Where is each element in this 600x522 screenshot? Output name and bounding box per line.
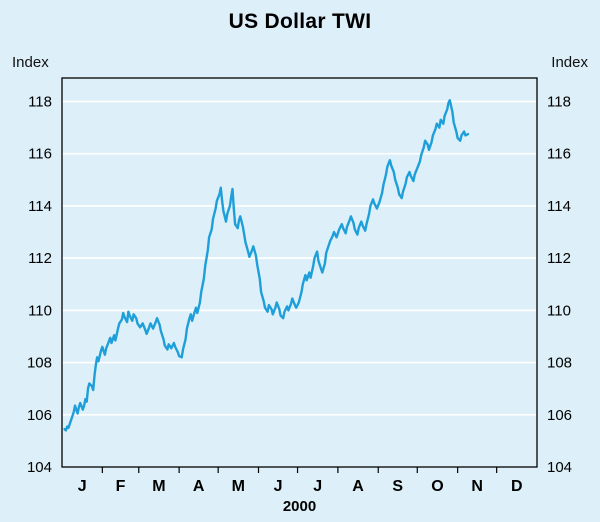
x-month-label: O [431, 478, 443, 495]
y-tick-label-right: 110 [547, 302, 571, 319]
x-month-label: F [116, 478, 126, 495]
x-month-label: N [471, 478, 483, 495]
y-tick-label-left: 108 [27, 355, 52, 372]
y-tick-label-right: 106 [547, 407, 572, 424]
x-month-label: J [78, 478, 87, 495]
y-tick-label-right: 104 [547, 459, 572, 476]
y-tick-label-left: 118 [28, 93, 52, 110]
y-tick-label-right: 118 [547, 93, 571, 110]
chart-title: US Dollar TWI [228, 10, 372, 33]
x-month-label: A [193, 478, 205, 495]
x-month-label: M [232, 478, 245, 495]
y-tick-label-left: 116 [28, 146, 52, 163]
y-tick-label-right: 116 [547, 146, 571, 163]
y-tick-label-right: 114 [547, 198, 571, 215]
x-month-label: D [511, 478, 523, 495]
x-month-label: J [313, 478, 322, 495]
y-tick-label-left: 110 [28, 302, 52, 319]
x-month-label: J [274, 478, 283, 495]
y-tick-label-left: 112 [28, 250, 52, 267]
x-year-label: 2000 [283, 498, 316, 515]
y-tick-label-left: 114 [28, 198, 52, 215]
y-tick-label-right: 108 [547, 355, 572, 372]
y-axis-unit-right: Index [551, 54, 588, 71]
x-month-label: M [152, 478, 165, 495]
y-tick-label-left: 104 [27, 459, 52, 476]
plot-frame [61, 77, 538, 468]
y-tick-label-right: 112 [547, 250, 571, 267]
x-month-label: A [352, 478, 364, 495]
y-tick-label-left: 106 [27, 407, 52, 424]
x-month-label: S [392, 478, 403, 495]
data-line [63, 98, 470, 432]
y-axis-unit-left: Index [12, 54, 49, 71]
